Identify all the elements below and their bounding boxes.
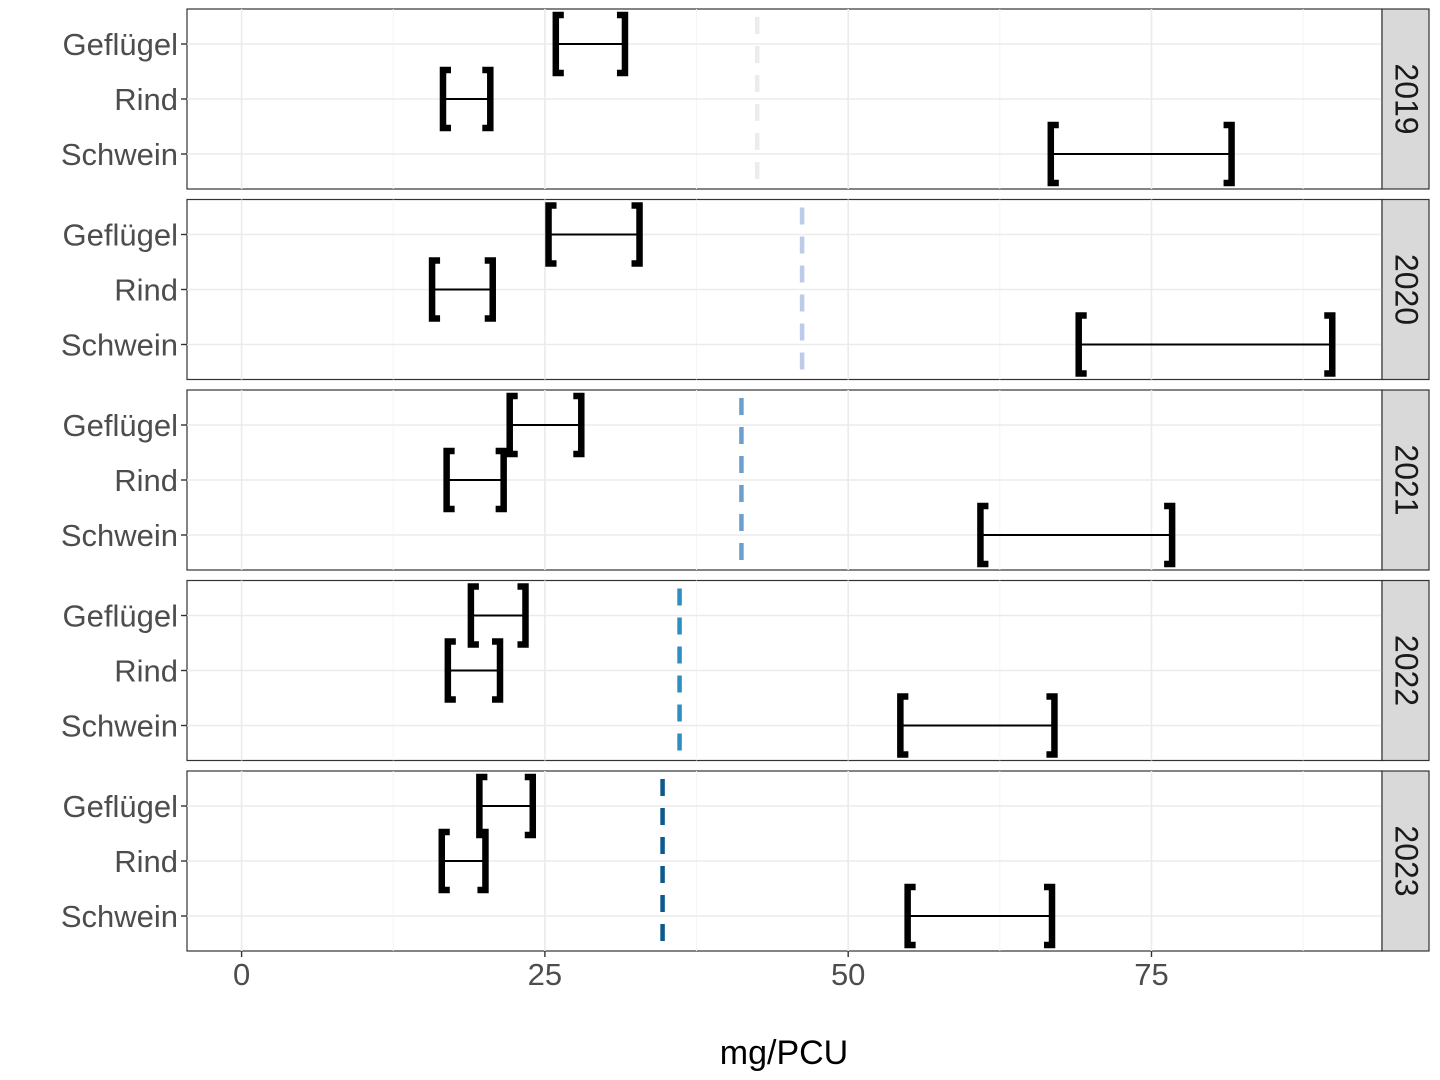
interval-bracket-right [477,828,489,894]
interval-2021-Rind [443,447,507,513]
interval-bracket-left [897,693,909,758]
interval-bracket-right [616,11,629,77]
x-tick-label: 50 [831,957,865,992]
interval-bracket-left [1047,121,1059,187]
facet-panel-2020: Geflügel Rind Schwein 2020 [61,198,1430,381]
interval-bracket-left [467,583,479,648]
interval-bracket-left [552,11,564,77]
y-tick-label: Geflügel [63,218,178,253]
y-tick-label: Rind [114,82,178,117]
y-tick-label: Geflügel [63,27,178,62]
interval-2023-Rind [438,828,489,894]
y-tick-label: Schwein [61,328,178,363]
interval-bracket-right [482,66,494,132]
interval-bracket-right [1164,502,1176,568]
y-tick-label: Geflügel [63,789,178,824]
interval-bracket-left [428,257,441,322]
interval-bracket-right [1044,883,1056,949]
interval-bracket-right [524,773,537,839]
interval-bracket-left [977,502,989,568]
interval-2020-Schwein [1075,312,1336,377]
facet-strip [1381,8,1430,190]
interval-bracket-left [506,392,518,458]
interval-bracket-right [573,392,585,458]
interval-2022-Rind [444,638,504,703]
facet-panel-2023: Geflügel Rind Schwein 2023 [61,770,1430,952]
facet-strip [1381,579,1430,762]
facet-panel-2021: Geflügel Rind Schwein 2021 [61,389,1430,571]
interval-bracket-left [439,66,451,132]
interval-bracket-right [631,202,643,267]
facet-strip-label: 2020 [1389,254,1425,325]
interval-bracket-right [517,583,529,648]
interval-2019-Rind [439,66,494,132]
interval-bracket-left [904,883,916,949]
x-tick-label: 0 [233,957,250,992]
facet-strip [1381,770,1430,952]
x-tick-label: 75 [1134,957,1168,992]
interval-bracket-left [545,202,557,267]
facet-panel-2019: Geflügel Rind Schwein 2019 [61,8,1430,190]
interval-2019-Schwein [1047,121,1235,187]
y-tick-label: Schwein [61,899,178,934]
interval-2021-Schwein [977,502,1176,568]
facet-strip-label: 2021 [1389,444,1425,515]
interval-2021-Geflügel [506,392,585,458]
interval-2019-Geflügel [552,11,629,77]
x-axis: 0 25 50 75 [233,951,1169,992]
facet-panel-2022: Geflügel Rind Schwein 2022 [61,579,1430,762]
y-tick-label: Rind [114,273,178,308]
interval-bracket-left [438,828,450,894]
interval-2020-Rind [428,257,496,322]
facet-strip [1381,389,1430,571]
y-tick-label: Rind [114,463,178,498]
interval-2023-Schwein [904,883,1056,949]
y-tick-label: Schwein [61,137,178,172]
interval-bracket-left [443,447,455,513]
y-tick-label: Rind [114,844,178,879]
facet-strip-label: 2022 [1389,635,1425,706]
interval-2022-Geflügel [467,583,529,648]
interval-bracket-right [1324,312,1336,377]
interval-bracket-right [495,447,507,513]
y-tick-label: Geflügel [63,408,178,443]
interval-2020-Geflügel [545,202,643,267]
panels: Geflügel Rind Schwein 2019 Geflügel Rind Schwe… [61,8,1430,952]
x-tick-label: 25 [528,957,562,992]
interval-bracket-right [1223,121,1235,187]
y-tick-label: Schwein [61,518,178,553]
y-tick-label: Schwein [61,709,178,744]
y-tick-label: Rind [114,654,178,689]
interval-bracket-right [1046,693,1058,758]
interval-bracket-right [484,257,496,322]
interval-bracket-right [492,638,504,703]
x-axis-title: mg/PCU [720,1034,848,1072]
facet-strip-label: 2019 [1389,63,1425,134]
interval-2022-Schwein [897,693,1058,758]
facet-strip [1381,198,1430,381]
interval-bracket-left [444,638,456,703]
interval-bracket-left [1075,312,1087,377]
y-tick-label: Geflügel [63,599,178,634]
facet-strip-label: 2023 [1389,825,1425,896]
